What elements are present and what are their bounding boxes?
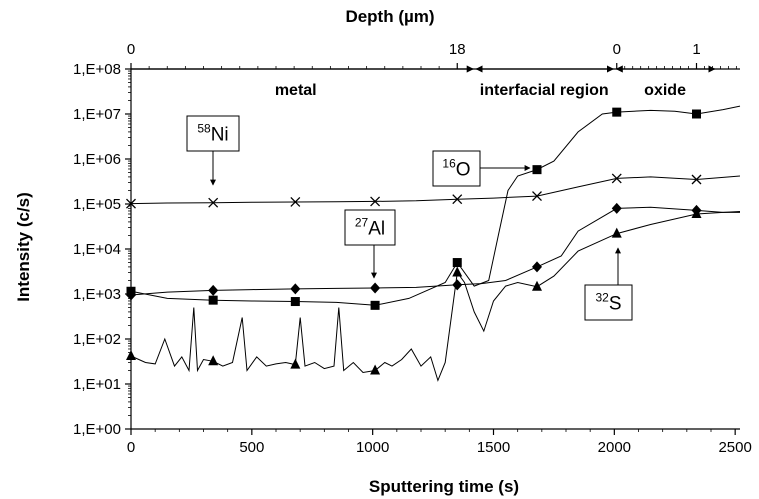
region-label: oxide [644, 82, 686, 99]
marker-16O [452, 258, 462, 268]
marker-27Al [611, 202, 622, 214]
marker-32S [370, 364, 381, 375]
x-tick-label: 2000 [598, 439, 631, 456]
marker-58Ni [126, 198, 136, 209]
marker-27Al [532, 261, 542, 273]
y-tick-label: 1,E+07 [73, 106, 121, 123]
top-tick-label: 1 [692, 41, 700, 58]
annotation-box [186, 115, 240, 152]
marker-58Ni [611, 173, 622, 184]
marker-16O [290, 297, 300, 307]
marker-58Ni [691, 174, 702, 185]
marker-16O [370, 300, 380, 310]
marker-32S [691, 207, 702, 218]
marker-27Al [126, 289, 136, 301]
x-tick-label: 0 [127, 439, 135, 456]
y-tick-label: 1,E+08 [73, 61, 121, 78]
marker-58Ni [452, 194, 463, 205]
annotation-27Al: 27Al [344, 209, 396, 279]
marker-58Ni [290, 197, 301, 207]
region-arrows: metal interfacial region oxide [131, 65, 716, 99]
marker-32S [532, 280, 542, 291]
top-tick-label: 18 [449, 41, 466, 58]
series-line-32S [130, 211, 741, 382]
region-label: metal [275, 82, 317, 99]
element-annotations: 58Ni 16O 27Al 32S [186, 115, 633, 321]
annotation-label: 58Ni [197, 122, 228, 146]
y-axis-title: Intensity (c/s) [14, 192, 33, 302]
marker-27Al [370, 282, 381, 294]
x-axis-title: Sputtering time (s) [369, 477, 519, 496]
axis-ticks: 1,E+00 1,E+01 1,E+02 1,E+03 1,E+04 1,E+05 1,E+… [73, 41, 752, 456]
y-tick-label: 1,E+04 [73, 241, 121, 258]
top-tick-label: 0 [127, 41, 135, 58]
marker-16O [532, 165, 542, 175]
x-tick-label: 2500 [718, 439, 751, 456]
annotation-box [344, 209, 396, 246]
marker-16O [692, 109, 701, 119]
top-tick-label: 0 [613, 41, 621, 58]
marker-32S [126, 349, 136, 360]
marker-16O [208, 295, 218, 305]
region-label: interfacial region [480, 82, 609, 99]
annotation-box [584, 284, 633, 321]
annotation-label: 16O [442, 157, 470, 181]
series-markers [126, 107, 702, 375]
marker-27Al [208, 284, 219, 296]
annotation-32S: 32S [584, 247, 633, 321]
annotation-label: 27Al [355, 216, 385, 240]
y-tick-label: 1,E+05 [73, 196, 121, 213]
y-tick-label: 1,E+03 [73, 286, 121, 303]
x-tick-label: 1500 [477, 439, 510, 456]
y-tick-label: 1,E+06 [73, 151, 121, 168]
marker-58Ni [532, 191, 542, 202]
marker-27Al [290, 283, 301, 295]
y-tick-label: 1,E+00 [73, 421, 121, 438]
y-tick-label: 1,E+01 [73, 376, 121, 393]
x-tick-label: 1000 [356, 439, 389, 456]
y-tick-label: 1,E+02 [73, 331, 121, 348]
x-tick-label: 500 [239, 439, 264, 456]
marker-32S [611, 227, 622, 238]
annotation-box [432, 150, 481, 187]
top-axis-title: Depth (µm) [345, 7, 434, 26]
annotation-label: 32S [595, 291, 621, 315]
marker-16O [612, 107, 622, 117]
marker-32S [452, 266, 463, 277]
marker-58Ni [370, 196, 381, 207]
marker-32S [290, 358, 301, 369]
marker-27Al [452, 279, 463, 291]
marker-32S [208, 355, 219, 366]
series-line-27Al [130, 206, 740, 296]
annotation-16O: 16O [432, 150, 531, 187]
annotation-58Ni: 58Ni [186, 115, 240, 186]
marker-58Ni [208, 197, 219, 208]
